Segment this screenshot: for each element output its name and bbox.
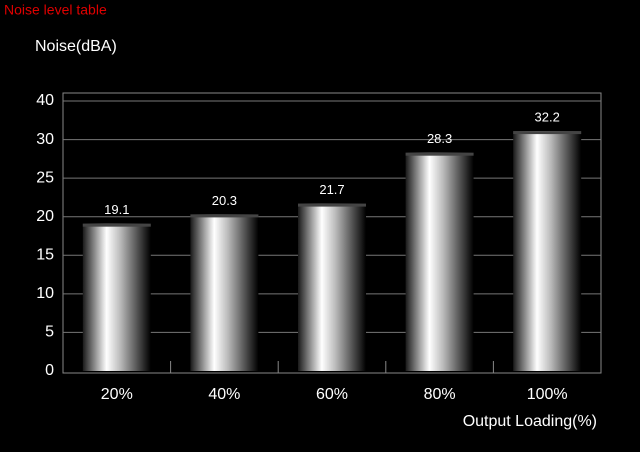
y-axis-label: Noise(dBA) — [35, 38, 117, 55]
value-label: 21.7 — [319, 182, 344, 197]
bar-cap — [405, 152, 474, 156]
bar-cap — [190, 214, 259, 218]
y-tick-label: 15 — [36, 247, 54, 264]
x-tick-label: 100% — [527, 386, 568, 403]
y-tick-label: 30 — [36, 131, 54, 148]
x-tick-label: 40% — [208, 386, 240, 403]
value-label: 19.1 — [104, 202, 129, 217]
chart-title: Noise level table — [4, 2, 107, 18]
x-tick-label: 80% — [424, 386, 456, 403]
plot-frame — [62, 92, 602, 374]
y-tick-label: 5 — [45, 324, 54, 341]
value-label: 28.3 — [427, 131, 452, 146]
bar-cap — [82, 223, 151, 227]
value-label: 32.2 — [535, 110, 560, 125]
y-tick-label: 20 — [36, 208, 54, 225]
bar — [190, 214, 259, 371]
y-tick-label: 10 — [36, 285, 54, 302]
value-label: 20.3 — [212, 193, 237, 208]
x-tick-label: 60% — [316, 386, 348, 403]
bar — [513, 131, 582, 371]
bar-cap — [298, 203, 366, 207]
x-axis-label: Output Loading(%) — [463, 413, 597, 430]
bar — [298, 203, 366, 371]
x-tick-label: 20% — [101, 386, 133, 403]
bar — [82, 223, 151, 371]
y-tick-label: 0 — [45, 362, 54, 379]
y-tick-label: 25 — [36, 169, 54, 186]
y-tick-label: 40 — [36, 92, 54, 109]
bar-cap — [513, 131, 582, 135]
bar — [405, 152, 474, 371]
